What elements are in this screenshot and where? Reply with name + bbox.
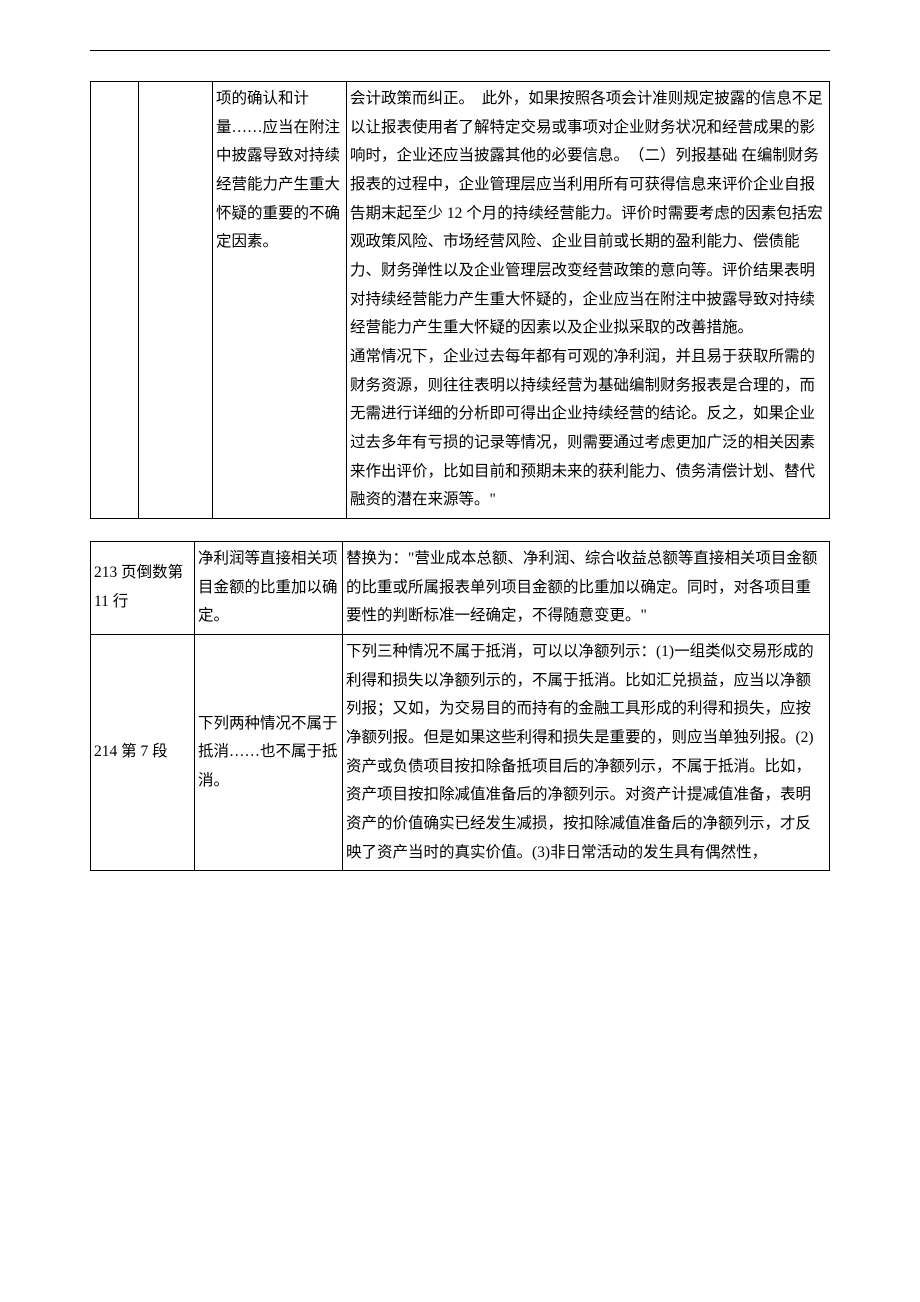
cell-location: 213 页倒数第 11 行 (91, 542, 195, 635)
header-rule (90, 50, 830, 51)
table-row: 项的确认和计量……应当在附注中披露导致对持续经营能力产生重大怀疑的重要的不确定因… (91, 82, 830, 519)
cell-empty (91, 82, 139, 519)
cell-revised-text: 会计政策而纠正。 此外，如果按照各项会计准则规定披露的信息不足以让报表使用者了解… (347, 82, 830, 519)
cell-empty (139, 82, 213, 519)
comparison-table-2: 213 页倒数第 11 行 净利润等直接相关项目金额的比重加以确定。 替换为："… (90, 541, 830, 871)
cell-revised-text: 替换为："营业成本总额、净利润、综合收益总额等直接相关项目金额的比重或所属报表单… (343, 542, 830, 635)
cell-revised-text: 下列三种情况不属于抵消，可以以净额列示：(1)一组类似交易形成的利得和损失以净额… (343, 635, 830, 871)
document-page: 项的确认和计量……应当在附注中披露导致对持续经营能力产生重大怀疑的重要的不确定因… (0, 0, 920, 911)
table-gap (90, 519, 830, 541)
cell-original-text: 项的确认和计量……应当在附注中披露导致对持续经营能力产生重大怀疑的重要的不确定因… (213, 82, 347, 519)
cell-original-text: 下列两种情况不属于抵消……也不属于抵消。 (195, 635, 343, 871)
comparison-table-1: 项的确认和计量……应当在附注中披露导致对持续经营能力产生重大怀疑的重要的不确定因… (90, 81, 830, 519)
cell-location: 214 第 7 段 (91, 635, 195, 871)
table-row: 213 页倒数第 11 行 净利润等直接相关项目金额的比重加以确定。 替换为："… (91, 542, 830, 635)
table-row: 214 第 7 段 下列两种情况不属于抵消……也不属于抵消。 下列三种情况不属于… (91, 635, 830, 871)
cell-original-text: 净利润等直接相关项目金额的比重加以确定。 (195, 542, 343, 635)
